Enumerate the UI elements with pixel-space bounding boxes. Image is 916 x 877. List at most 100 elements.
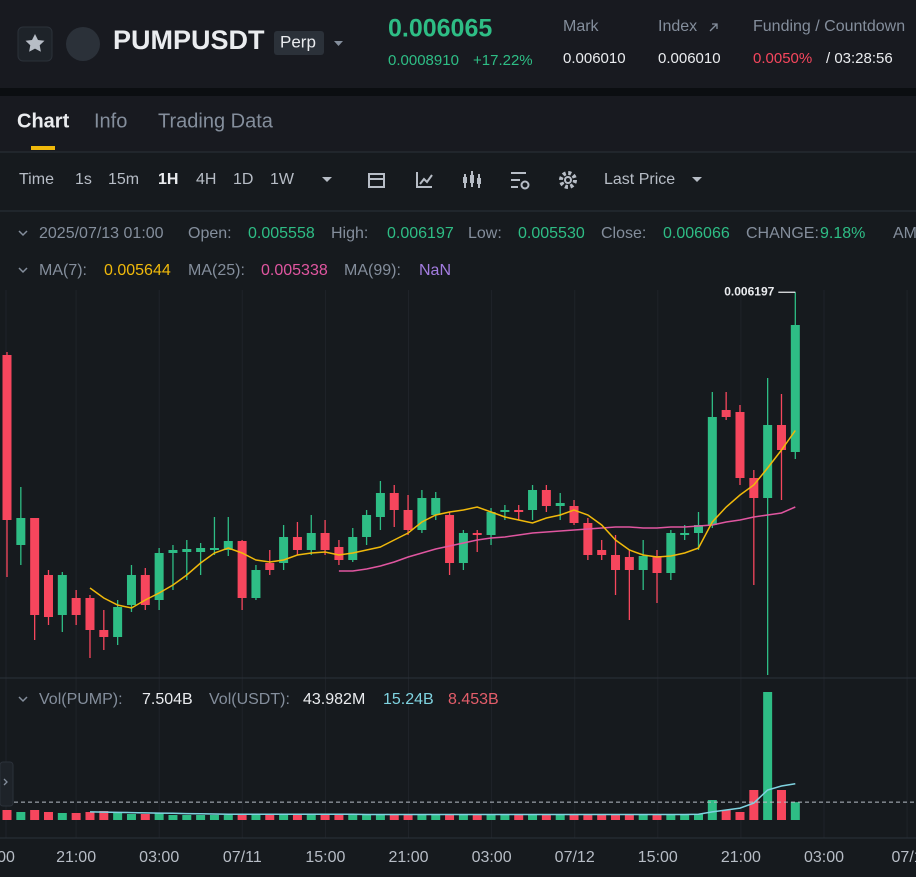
volume-bar <box>528 814 538 820</box>
candle-body <box>2 355 12 520</box>
candle-body <box>694 525 703 533</box>
volume-bar <box>43 812 53 820</box>
candle-body <box>182 549 192 552</box>
candle-body <box>611 555 621 570</box>
x-tick-label: 21:00 <box>388 849 428 866</box>
candle-body <box>16 518 26 545</box>
index-label[interactable]: Index <box>658 18 697 35</box>
ma-label: MA(99): <box>344 262 401 279</box>
interval-dropdown[interactable] <box>322 177 332 182</box>
candle-body <box>126 575 136 605</box>
chart-panel <box>0 152 916 877</box>
volume-bar <box>583 815 593 820</box>
candle-body <box>348 537 358 560</box>
x-tick-label: 00 <box>0 849 15 866</box>
tab[interactable]: Chart <box>17 110 70 132</box>
ohlc-label: High: <box>331 225 368 242</box>
symbol-dropdown[interactable] <box>334 41 343 46</box>
ma-value: 0.005644 <box>104 262 171 279</box>
candle-body <box>763 425 773 498</box>
symbol[interactable]: PUMPUSDT <box>113 25 265 55</box>
volume-bar <box>223 815 233 820</box>
candle-body <box>597 550 607 555</box>
vol-ma-value: 8.453B <box>448 691 499 708</box>
settings-icon[interactable] <box>559 171 577 189</box>
x-tick-label: 03:00 <box>804 849 844 866</box>
last-price: 0.006065 <box>388 15 492 43</box>
candle-body <box>458 533 468 563</box>
price-type-dropdown[interactable] <box>692 177 702 182</box>
candle-body <box>445 515 455 563</box>
volume-bar <box>776 790 786 820</box>
volume-bar <box>486 815 496 820</box>
volume-bar <box>154 813 164 820</box>
side-toggle[interactable] <box>0 761 14 807</box>
volume-bar <box>735 812 745 820</box>
collapse-icon[interactable] <box>18 696 28 703</box>
template-icon[interactable] <box>511 172 530 190</box>
chart-type-icon[interactable] <box>463 171 481 188</box>
volume-bar <box>71 813 81 820</box>
volume-bar <box>666 815 676 820</box>
star-icon <box>25 34 45 52</box>
ma7-line <box>89 430 796 609</box>
candle-body <box>735 412 745 478</box>
ma-value: 0.005338 <box>261 262 328 279</box>
volume-bar <box>251 815 261 820</box>
ohlc-value: 9.18% <box>820 225 865 242</box>
volume-bar <box>500 815 510 820</box>
mark-price: 0.006010 <box>563 50 626 67</box>
index-link-icon[interactable] <box>709 23 718 32</box>
ma-value: NaN <box>419 262 451 279</box>
volume-bar <box>707 800 717 820</box>
header-gap <box>0 88 916 96</box>
candle-body <box>721 410 731 417</box>
contract: Perp <box>280 32 316 51</box>
interval-active[interactable]: 1H <box>158 171 178 188</box>
price-type[interactable]: Last Price <box>604 171 675 188</box>
candle-body <box>776 425 786 450</box>
candle-body <box>555 503 565 506</box>
collapse-icon[interactable] <box>18 267 28 274</box>
volume-bar <box>694 814 703 820</box>
interval[interactable]: 15m <box>108 171 139 188</box>
volume-bar <box>403 815 413 820</box>
collapse-icon[interactable] <box>18 230 28 237</box>
ohlc-label: AM <box>893 225 916 242</box>
vol-ma-value: 15.24B <box>383 691 434 708</box>
candle-body <box>528 490 538 510</box>
interval[interactable]: 1D <box>233 171 253 188</box>
interval[interactable]: Time <box>19 171 54 188</box>
candle-body <box>541 490 551 506</box>
candle-body <box>652 556 662 573</box>
candle-body <box>57 575 67 615</box>
candle-body <box>790 325 800 452</box>
interval[interactable]: 1s <box>75 171 92 188</box>
x-tick-label: 15:00 <box>305 849 345 866</box>
volume-bar <box>472 815 482 820</box>
ohlc-value: 0.005530 <box>518 225 585 242</box>
volume-bar <box>209 815 219 820</box>
volume-bar <box>749 790 759 820</box>
candle-body <box>638 556 648 570</box>
tab[interactable]: Info <box>94 110 127 132</box>
volume-bar <box>140 814 150 820</box>
side-toggle-icon <box>3 778 8 786</box>
volume-bar <box>638 815 648 820</box>
vol-ma-line <box>89 782 796 816</box>
interval[interactable]: 1W <box>270 171 295 188</box>
indicator-icon[interactable] <box>368 173 385 188</box>
candle-body <box>196 548 206 552</box>
candle-body <box>279 537 289 563</box>
tab[interactable]: Trading Data <box>158 110 274 132</box>
candle-body <box>168 550 178 553</box>
volume-bar <box>292 815 302 820</box>
volume-bar <box>431 815 441 820</box>
interval[interactable]: 4H <box>196 171 216 188</box>
ma25-line <box>338 506 796 572</box>
volume-bar <box>348 815 358 820</box>
volume-bar <box>763 692 773 820</box>
candle-body <box>486 512 496 535</box>
candle-body <box>403 510 413 530</box>
drawing-icon[interactable] <box>416 172 433 188</box>
